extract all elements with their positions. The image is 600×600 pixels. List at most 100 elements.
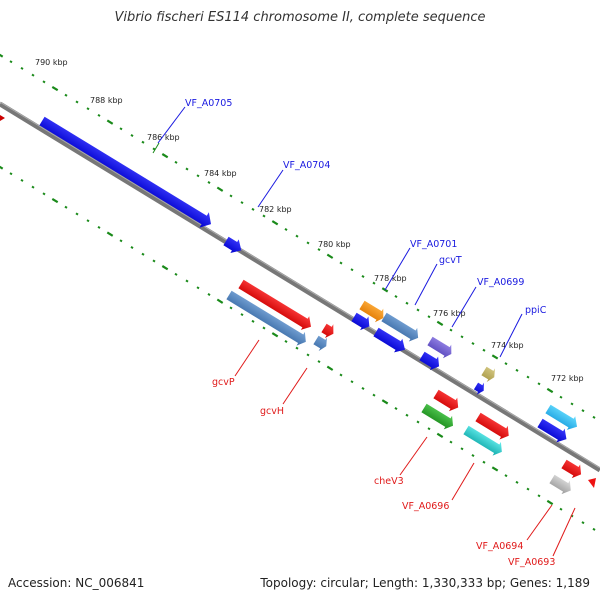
scale-label-772: 772 kbp	[551, 374, 584, 383]
minor-tick	[581, 521, 585, 525]
gene-vf-a0694[interactable]	[548, 472, 575, 497]
major-tick	[546, 499, 554, 506]
minor-tick	[317, 248, 321, 252]
gene-arrow-left-edge[interactable]	[0, 115, 5, 121]
gene-vf-a0696[interactable]	[462, 423, 506, 459]
gene-blue-d[interactable]	[472, 380, 487, 397]
gene-ppic[interactable]	[480, 364, 499, 384]
gene-vf-a0693[interactable]	[588, 478, 596, 488]
gene-gcvh[interactable]	[225, 288, 310, 349]
gene-label-vf-a0705: VF_A0705	[185, 98, 232, 109]
minor-tick	[9, 172, 13, 176]
gene-label-vf-a0699: VF_A0699	[477, 277, 524, 288]
minor-tick	[427, 315, 431, 319]
minor-tick	[471, 454, 475, 458]
minor-tick	[394, 407, 398, 411]
minor-tick	[20, 178, 24, 182]
minor-tick	[526, 487, 530, 491]
gene-gcvt[interactable]	[380, 310, 422, 344]
gene-blue-e[interactable]	[536, 416, 571, 446]
minor-tick	[130, 134, 134, 137]
gene-blue-a[interactable]	[350, 310, 374, 333]
minor-tick	[119, 127, 123, 131]
major-tick	[51, 197, 59, 204]
minor-tick	[361, 386, 365, 390]
minor-tick	[174, 160, 178, 164]
accession-label: Accession: NC_006841	[8, 576, 145, 590]
minor-tick	[86, 219, 90, 223]
minor-tick	[504, 474, 508, 478]
minor-tick	[86, 107, 90, 111]
gene-label-gcvt: gcvT	[439, 255, 462, 266]
gene-chev3[interactable]	[420, 401, 457, 432]
gene-red-c[interactable]	[560, 457, 585, 481]
gene-label-chev3: cheV3	[374, 476, 404, 487]
gene-gcvp[interactable]	[237, 277, 315, 333]
gene-label-vf-a0696: VF_A0696	[402, 501, 449, 512]
minor-tick	[526, 375, 530, 379]
minor-tick	[449, 328, 453, 332]
major-tick	[326, 253, 334, 259]
gene-steel-small[interactable]	[312, 333, 331, 353]
chromosome-backbone-highlight	[0, 101, 600, 469]
scale-label-788: 788 kbp	[90, 96, 123, 105]
minor-tick	[295, 346, 299, 350]
major-tick	[436, 432, 444, 439]
gene-label-vf-a0704: VF_A0704	[283, 160, 330, 171]
minor-tick	[339, 373, 343, 377]
minor-tick	[196, 286, 200, 290]
minor-tick	[537, 494, 541, 498]
minor-tick	[350, 380, 354, 384]
gene-vf-a0699[interactable]	[426, 334, 456, 361]
minor-tick	[42, 192, 46, 196]
minor-tick	[130, 246, 134, 249]
minor-tick	[581, 409, 585, 413]
gene-label-gcvh: gcvH	[260, 406, 284, 417]
gene-blue-b[interactable]	[372, 325, 409, 356]
scale-label-778: 778 kbp	[374, 274, 407, 283]
minor-tick	[185, 167, 189, 171]
major-tick	[436, 320, 444, 327]
reverse-gene-labels: gcvP gcvH cheV3 VF_A0696 VF_A0694 VF_A06…	[212, 339, 576, 568]
minor-tick	[240, 201, 244, 205]
minor-tick	[460, 335, 464, 339]
minor-tick	[240, 313, 244, 317]
gene-vf-a0704-small[interactable]	[222, 234, 246, 257]
minor-tick	[405, 301, 409, 305]
minor-tick	[207, 293, 211, 296]
minor-tick	[284, 227, 288, 231]
major-tick	[271, 220, 279, 226]
minor-tick	[372, 281, 376, 285]
minor-tick	[471, 342, 475, 346]
minor-tick	[515, 368, 519, 372]
major-tick	[491, 466, 499, 472]
minor-tick	[482, 460, 486, 464]
gene-red-a[interactable]	[432, 387, 463, 414]
gene-sky-a[interactable]	[544, 402, 581, 433]
minor-tick	[262, 326, 266, 330]
scale-label-776: 776 kbp	[433, 309, 466, 318]
minor-tick	[31, 73, 35, 77]
minor-tick	[152, 259, 156, 263]
major-tick	[106, 119, 114, 125]
minor-tick	[97, 225, 101, 229]
major-tick	[491, 354, 499, 360]
gene-gcvp-small[interactable]	[320, 321, 338, 340]
minor-tick	[394, 295, 398, 299]
minor-tick	[537, 382, 541, 386]
gene-vf-a0701[interactable]	[358, 298, 388, 325]
gene-vf-a0705[interactable]	[37, 113, 215, 232]
minor-tick	[119, 239, 123, 243]
minor-tick	[504, 362, 508, 366]
gene-label-ppic: ppiC	[525, 305, 547, 316]
major-tick	[326, 365, 334, 371]
scale-label-774: 774 kbp	[491, 341, 524, 350]
scale-label-782: 782 kbp	[259, 205, 292, 214]
minor-tick	[284, 339, 288, 343]
minor-tick	[196, 174, 200, 178]
major-tick	[546, 387, 554, 394]
minor-tick	[64, 205, 68, 209]
gene-red-b[interactable]	[474, 410, 513, 442]
gene-blue-c[interactable]	[418, 349, 443, 373]
